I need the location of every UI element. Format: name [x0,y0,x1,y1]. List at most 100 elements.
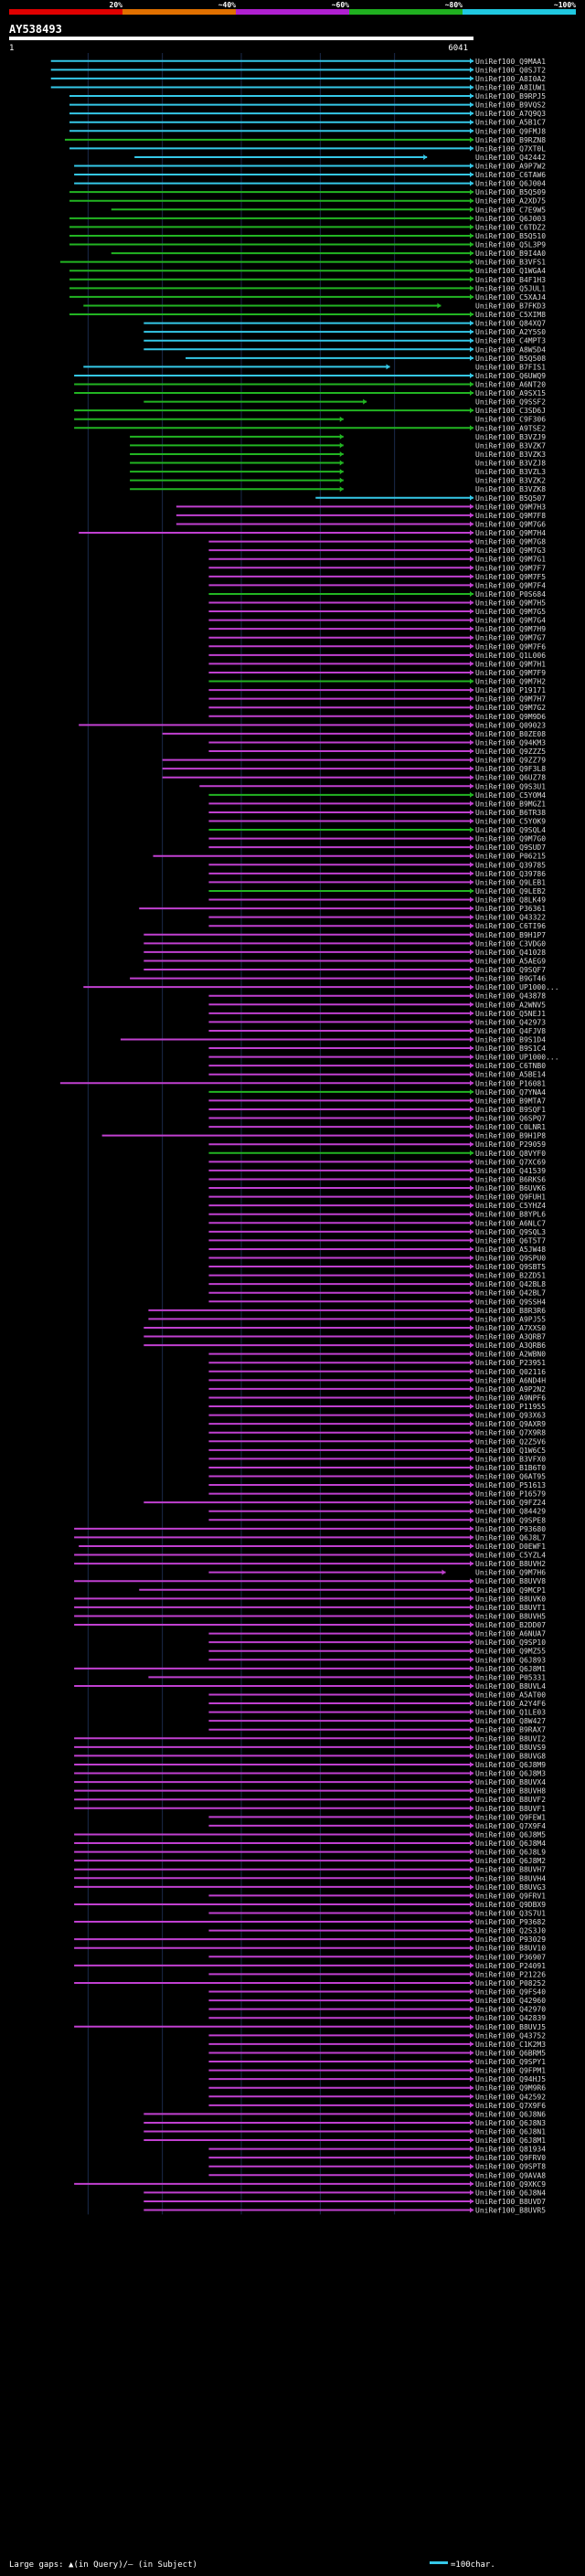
hit-label[interactable]: UniRef100_P05331 [475,1673,546,1681]
hit-label[interactable]: UniRef100_B9I4A0 [475,249,546,258]
hit-label[interactable]: UniRef100_Q9M7G3 [475,546,546,555]
hit-label[interactable]: UniRef100_Q9M7G6 [475,520,546,528]
hit-label[interactable]: UniRef100_C3SD6J [475,407,546,415]
hit-label[interactable]: UniRef100_Q9M7F6 [475,642,546,651]
hit-label[interactable]: UniRef100_B3VZK3 [475,451,546,459]
hit-label[interactable]: UniRef100_Q6J8L9 [475,1849,546,1857]
hit-label[interactable]: UniRef100_P93029 [475,1935,546,1944]
hit-label[interactable]: UniRef100_B8R3R6 [475,1307,546,1315]
hit-label[interactable]: UniRef100_C6TDZ2 [475,223,546,231]
hit-label[interactable]: UniRef100_Q9M7F5 [475,573,546,581]
hit-label[interactable]: UniRef100_Q6J893 [475,1656,546,1664]
hit-label[interactable]: UniRef100_B9H1P7 [475,931,546,939]
hit-label[interactable]: UniRef100_Q9M7H2 [475,678,546,686]
hit-label[interactable]: UniRef100_Q9M7G2 [475,704,546,712]
hit-label[interactable]: UniRef100_Q7YNA4 [475,1088,546,1097]
hit-label[interactable]: UniRef100_Q1W6C5 [475,1447,546,1455]
hit-label[interactable]: UniRef100_B6UVK6 [475,1184,546,1193]
hit-label[interactable]: UniRef100_A9TSE2 [475,424,546,432]
hit-label[interactable]: UniRef100_Q6UWQ9 [475,372,546,380]
hit-label[interactable]: UniRef100_B6RKS6 [475,1175,546,1183]
hit-label[interactable]: UniRef100_Q9M7F8 [475,512,546,520]
hit-label[interactable]: UniRef100_C6TI96 [475,922,546,930]
hit-label[interactable]: UniRef100_Q9M7G1 [475,556,546,564]
hit-label[interactable]: UniRef100_Q6UZ78 [475,774,546,782]
hit-label[interactable]: UniRef100_B8UVV8 [475,1577,546,1585]
hit-label[interactable]: UniRef100_Q6J003 [475,215,546,223]
hit-label[interactable]: UniRef100_Q6J8M9 [475,1761,546,1769]
hit-label[interactable]: UniRef100_Q9ZZZ5 [475,747,546,756]
hit-label[interactable]: UniRef100_A5JW48 [475,1246,546,1254]
hit-label[interactable]: UniRef100_B8UVS9 [475,1744,546,1752]
hit-label[interactable]: UniRef100_Q5NEJ1 [475,1010,546,1018]
hit-label[interactable]: UniRef100_B9MGZ1 [475,800,546,808]
hit-label[interactable]: UniRef100_A3QRB7 [475,1333,546,1341]
hit-label[interactable]: UniRef100_P23951 [475,1359,546,1367]
hit-label[interactable]: UniRef100_A2WBN0 [475,1351,546,1359]
hit-label[interactable]: UniRef100_Q9SUD7 [475,843,546,852]
hit-label[interactable]: UniRef100_Q6J8M3 [475,1770,546,1778]
hit-label[interactable]: UniRef100_B8UVT1 [475,1604,546,1612]
hit-label[interactable]: UniRef100_B9S1D4 [475,1036,546,1044]
hit-label[interactable]: UniRef100_Q42970 [475,2006,546,2014]
hit-label[interactable]: UniRef100_C5YOM4 [475,791,546,800]
hit-label[interactable]: UniRef100_Q7XT0L [475,144,546,153]
hit-label[interactable]: UniRef100_B9SQF1 [475,1106,546,1114]
hit-label[interactable]: UniRef100_B5Q509 [475,188,546,196]
hit-label[interactable]: UniRef100_Q5L3P9 [475,241,546,249]
hit-label[interactable]: UniRef100_C6TAW6 [475,171,546,179]
hit-label[interactable]: UniRef100_Q93X63 [475,1412,546,1420]
hit-label[interactable]: UniRef100_Q9M7G0 [475,835,546,843]
hit-label[interactable]: UniRef100_Q42BL8 [475,1280,546,1288]
hit-label[interactable]: UniRef100_P36907 [475,1953,546,1961]
hit-label[interactable]: UniRef100_A8IUW1 [475,83,546,91]
hit-label[interactable]: UniRef100_A5B1C7 [475,119,546,127]
hit-label[interactable]: UniRef100_Q9FRV1 [475,1892,546,1900]
hit-label[interactable]: UniRef100_A5BE14 [475,1071,546,1079]
hit-label[interactable]: UniRef100_A6NT20 [475,381,546,389]
hit-label[interactable]: UniRef100_A5AT00 [475,1691,546,1700]
hit-label[interactable]: UniRef100_P16579 [475,1490,546,1499]
hit-label[interactable]: UniRef100_Q9MZ55 [475,1648,546,1656]
hit-label[interactable]: UniRef100_Q9S3U1 [475,782,546,790]
hit-label[interactable]: UniRef100_Q9M7H7 [475,695,546,704]
hit-label[interactable]: UniRef100_Q94KM3 [475,738,546,747]
hit-label[interactable]: UniRef100_B2DD07 [475,1621,546,1629]
hit-label[interactable]: UniRef100_Q6J8M1 [475,2136,546,2145]
hit-label[interactable]: UniRef100_Q9FEW1 [475,1813,546,1821]
hit-label[interactable]: UniRef100_Q9AVA8 [475,2171,546,2179]
hit-label[interactable]: UniRef100_Q42973 [475,1018,546,1026]
hit-label[interactable]: UniRef100_Q9M9D6 [475,713,546,721]
hit-label[interactable]: UniRef100_B8UVR5 [475,2207,546,2215]
hit-label[interactable]: UniRef100_Q42BL7 [475,1289,546,1298]
hit-label[interactable]: UniRef100_Q9FZ24 [475,1499,546,1507]
hit-label[interactable]: UniRef100_A6NLC7 [475,1219,546,1227]
hit-label[interactable]: UniRef100_Q7X9F4 [475,1822,546,1830]
hit-label[interactable]: UniRef100_Q9SPE8 [475,1516,546,1524]
hit-label[interactable]: UniRef100_B8UVD7 [475,2198,546,2206]
hit-label[interactable]: UniRef100_B9H1P8 [475,1132,546,1140]
hit-label[interactable]: UniRef100_Q9MCP1 [475,1586,546,1595]
hit-label[interactable]: UniRef100_B8UVF2 [475,1796,546,1804]
hit-label[interactable]: UniRef100_Q6BRM5 [475,2049,546,2057]
hit-label[interactable]: UniRef100_Q09023 [475,721,546,729]
hit-label[interactable]: UniRef100_A7XXS0 [475,1324,546,1332]
hit-label[interactable]: UniRef100_Q9M7G4 [475,617,546,625]
hit-label[interactable]: UniRef100_Q43752 [475,2031,546,2040]
hit-label[interactable]: UniRef100_Q6J8N3 [475,2119,546,2127]
hit-label[interactable]: UniRef100_C5YZL4 [475,1552,546,1560]
hit-label[interactable]: UniRef100_B8UVH7 [475,1866,546,1874]
hit-label[interactable]: UniRef100_Q84429 [475,1508,546,1516]
hit-label[interactable]: UniRef100_Q9M7F7 [475,564,546,572]
hit-label[interactable]: UniRef100_B8UVF1 [475,1805,546,1813]
hit-label[interactable]: UniRef100_Q9M7F4 [475,581,546,589]
hit-label[interactable]: UniRef100_P24091 [475,1962,546,1970]
hit-label[interactable]: UniRef100_P16081 [475,1079,546,1087]
hit-label[interactable]: UniRef100_Q9M7H5 [475,599,546,608]
hit-label[interactable]: UniRef100_Q7XC69 [475,1158,546,1166]
hit-label[interactable]: UniRef100_Q9FS40 [475,1988,546,1997]
hit-label[interactable]: UniRef100_B8UVL4 [475,1682,546,1691]
hit-label[interactable]: UniRef100_Q9AXR9 [475,1420,546,1428]
hit-label[interactable]: UniRef100_Q9LEB1 [475,878,546,886]
hit-label[interactable]: UniRef100_P08252 [475,1979,546,1988]
